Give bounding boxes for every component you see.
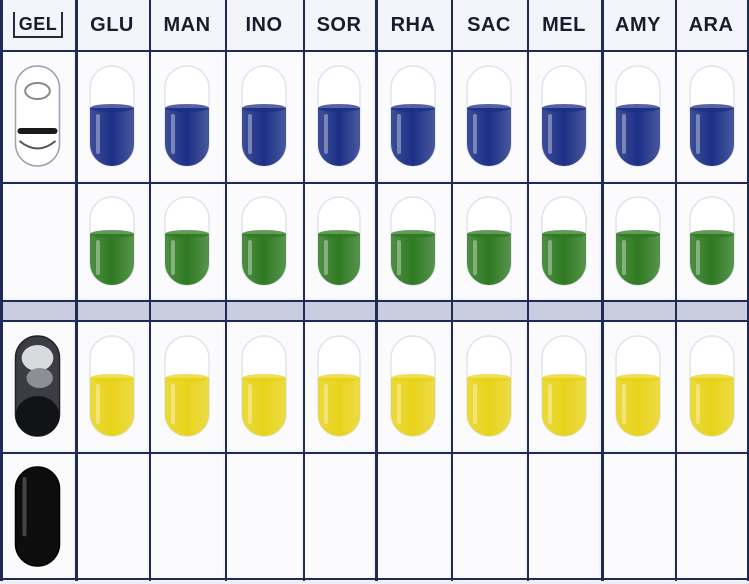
row-divider	[0, 320, 749, 322]
cupule-ara-row-4-reference	[677, 454, 747, 579]
cupule-ino-row-4-reference	[227, 454, 301, 579]
cupule-mel-row-1-blue	[529, 52, 599, 180]
cupule-gel-row-3-yellow	[2, 322, 73, 450]
cupule-gel-row-4-reference	[2, 454, 73, 579]
cupule-sac-row-2-green	[453, 184, 525, 298]
cupule-rha-row-2-green	[377, 184, 449, 298]
cupule-glu-row-4-reference	[77, 454, 147, 579]
cupule-mel-row-4-reference	[529, 454, 599, 579]
row-separator-band	[0, 300, 749, 320]
cupule-amy-row-3-yellow	[603, 322, 673, 450]
row-divider	[0, 50, 749, 52]
cupule-man-row-2-green	[151, 184, 223, 298]
cupule-mel-row-2-green	[529, 184, 599, 298]
cupule-amy-row-1-blue	[603, 52, 673, 180]
cupule-ara-row-1-blue	[677, 52, 747, 180]
cupule-sor-row-3-yellow	[305, 322, 373, 450]
column-header-ara: ARA	[688, 13, 734, 36]
column-divider	[675, 0, 677, 581]
cupule-glu-row-1-blue	[77, 52, 147, 180]
cupule-gel-row-1-blue	[2, 52, 73, 180]
cupule-ara-row-3-yellow	[677, 322, 747, 450]
row-divider	[0, 300, 749, 302]
cupule-ino-row-3-yellow	[227, 322, 301, 450]
column-header-glu: GLU	[90, 13, 134, 36]
cupule-man-row-3-yellow	[151, 322, 223, 450]
column-divider	[451, 0, 453, 581]
column-header-ino: INO	[245, 13, 283, 36]
cupule-rha-row-4-reference	[377, 454, 449, 579]
cupule-sac-row-4-reference	[453, 454, 525, 579]
cupule-man-row-1-blue	[151, 52, 223, 180]
cupule-amy-row-4-reference	[603, 454, 673, 579]
column-header-gel: GEL	[2, 0, 74, 50]
column-header-sac: SAC	[467, 13, 511, 36]
column-divider	[225, 0, 227, 581]
cupule-sor-row-2-green	[305, 184, 373, 298]
column-divider	[75, 0, 78, 581]
cupule-mel-row-3-yellow	[529, 322, 599, 450]
row-divider	[0, 578, 749, 580]
cupule-ino-row-2-green	[227, 184, 301, 298]
column-divider	[527, 0, 529, 581]
cupule-glu-row-2-green	[77, 184, 147, 298]
column-header-amy: AMY	[615, 13, 661, 36]
cupule-man-row-4-reference	[151, 454, 223, 579]
column-divider	[0, 0, 3, 581]
cupule-amy-row-2-green	[603, 184, 673, 298]
column-header-man: MAN	[163, 13, 211, 36]
cupule-sor-row-1-blue	[305, 52, 373, 180]
column-divider	[303, 0, 305, 581]
cupule-rha-row-1-blue	[377, 52, 449, 180]
column-header-mel: MEL	[542, 13, 586, 36]
cupule-ino-row-1-blue	[227, 52, 301, 180]
cupule-sor-row-4-reference	[305, 454, 373, 579]
cupule-sac-row-3-yellow	[453, 322, 525, 450]
column-divider	[375, 0, 378, 581]
column-divider	[747, 0, 749, 581]
cupule-gel-row-2-green	[2, 184, 73, 298]
column-header-sor: SOR	[316, 13, 362, 36]
cupule-sac-row-1-blue	[453, 52, 525, 180]
row-divider	[0, 182, 749, 184]
column-header-rha: RHA	[390, 13, 436, 36]
cupule-rha-row-3-yellow	[377, 322, 449, 450]
row-divider	[0, 452, 749, 454]
column-divider	[601, 0, 604, 581]
column-divider	[149, 0, 151, 581]
cupule-glu-row-3-yellow	[77, 322, 147, 450]
cupule-ara-row-2-green	[677, 184, 747, 298]
